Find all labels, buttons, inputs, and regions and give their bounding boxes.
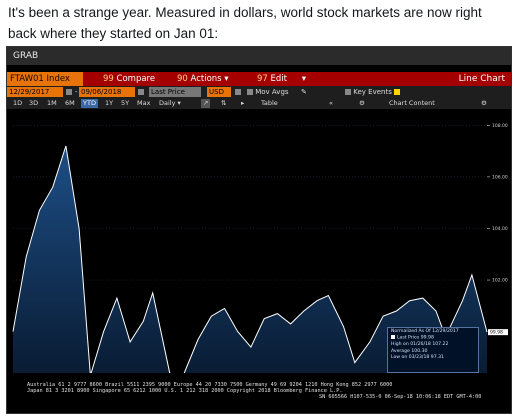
chart-settings-icon[interactable]: ⚙ — [359, 99, 365, 107]
legend-swatch — [391, 335, 395, 340]
calendar-icon[interactable] — [136, 87, 146, 97]
compare-label: Compare — [116, 74, 156, 84]
legend-row-average: Average 100.30 — [391, 349, 475, 355]
y-tick-label: 102.00 — [492, 278, 508, 284]
series-area — [13, 145, 487, 409]
compare-button[interactable]: 99 Compare — [103, 72, 155, 86]
chart-content-button[interactable]: Chart Content — [389, 99, 435, 107]
key-events-toggle[interactable]: Key Events — [343, 87, 402, 97]
edit-label: Edit — [270, 74, 287, 84]
window-title-bar: GRAB — [7, 47, 511, 65]
range-6m[interactable]: 6M — [65, 99, 75, 107]
legend-label: Low on 03/23/18 — [391, 355, 430, 361]
compare-number: 99 — [103, 74, 114, 84]
gear-icon[interactable]: ⚙ — [481, 99, 487, 107]
start-date-field[interactable]: 12/29/2017 — [7, 87, 63, 97]
bloomberg-footer: Australia 61 2 9777 8600 Brazil 5511 239… — [7, 373, 511, 413]
tweet-text: It's been a strange year. Measured in do… — [8, 5, 482, 41]
range-3d[interactable]: 3D — [29, 99, 39, 107]
legend-value: 107.22 — [432, 342, 449, 348]
checkbox-icon — [345, 89, 351, 95]
footer-line-2: Japan 81 3 3201 8900 Singapore 65 6212 1… — [27, 388, 343, 394]
legend-value: 100.30 — [411, 348, 428, 354]
mov-avgs-toggle[interactable]: Mov Avgs — [245, 87, 291, 97]
legend-label: Last Price — [397, 335, 420, 341]
range-max[interactable]: Max — [137, 99, 151, 107]
edit-number: 97 — [257, 74, 268, 84]
grab-label: GRAB — [13, 51, 39, 61]
range-5y[interactable]: 5Y — [121, 99, 130, 107]
frequency-select[interactable]: Daily ▾ — [159, 99, 181, 107]
ticker-field[interactable]: FTAW01 Index — [7, 72, 83, 86]
pencil-icon[interactable]: ✎ — [301, 88, 307, 96]
info-icon — [394, 89, 401, 95]
legend-title: Normalized As Of 12/29/2017 — [391, 329, 459, 334]
legend-row-low: Low on 03/23/18 97.31 — [391, 355, 475, 361]
edit-menu-button[interactable]: 97 Edit ▾ — [257, 72, 306, 86]
range-1y[interactable]: 1Y — [105, 99, 114, 107]
bar-type-icon[interactable]: ⇅ — [221, 99, 227, 107]
currency-select[interactable]: USD — [207, 87, 231, 97]
y-tick-label: 104.00 — [492, 226, 508, 232]
range-selector-bar: 1D 3D 1M 6M YTD 1Y 5Y Max Daily ▾ ↗ ⇅ ▸ … — [7, 98, 511, 109]
last-value-marker — [488, 329, 508, 336]
y-tick-label: 106.00 — [492, 174, 508, 180]
legend-label: High on 01/26/18 — [391, 342, 431, 348]
calendar-icon[interactable] — [64, 87, 74, 97]
legend-row-last-price: Last Price 99.98 — [391, 335, 475, 342]
key-events-label: Key Events — [353, 88, 392, 96]
actions-menu-button[interactable]: 90 Actions ▾ — [177, 72, 229, 86]
checkbox-icon — [247, 89, 253, 95]
mov-avgs-label: Mov Avgs — [255, 88, 289, 96]
actions-label: Actions ▾ — [190, 74, 229, 84]
footer-line-3: SN 605566 H107-535-0 06-Sep-18 10:06:18 … — [319, 394, 482, 400]
footer-line-1: Australia 61 2 9777 8600 Brazil 5511 239… — [27, 382, 393, 388]
chart-type-label: Line Chart — [458, 74, 505, 84]
end-date-field[interactable]: 09/06/2018 — [79, 87, 135, 97]
range-ytd[interactable]: YTD — [81, 99, 98, 108]
command-bar: FTAW01 Index 99 Compare 90 Actions ▾ 97 … — [7, 72, 511, 86]
date-range-bar: 12/29/2017 - 09/06/2018 Last Price USD M… — [7, 86, 511, 98]
price-field-select[interactable]: Last Price — [149, 87, 201, 97]
collapse-left-icon[interactable]: « — [329, 99, 333, 107]
dropdown-icon[interactable] — [233, 87, 243, 97]
table-icon[interactable]: ▸ — [241, 99, 245, 107]
chevron-down-icon: ▾ — [301, 74, 306, 84]
table-button[interactable]: Table — [261, 99, 278, 107]
actions-number: 90 — [177, 74, 188, 84]
range-1m[interactable]: 1M — [47, 99, 57, 107]
legend-label: Average — [391, 348, 410, 354]
legend-value: 99.98 — [420, 335, 434, 341]
chart-legend: Normalized As Of 12/29/2017 Last Price 9… — [387, 327, 479, 373]
last-value-label: 99.98 — [490, 330, 503, 336]
range-1d[interactable]: 1D — [13, 99, 23, 107]
legend-row-high: High on 01/26/18 107.22 — [391, 342, 475, 348]
bloomberg-terminal-window: GRAB FTAW01 Index 99 Compare 90 Actions … — [6, 46, 512, 414]
y-tick-label: 108.00 — [492, 123, 508, 129]
legend-value: 97.31 — [430, 355, 444, 361]
line-chart-icon[interactable]: ↗ — [201, 99, 211, 108]
